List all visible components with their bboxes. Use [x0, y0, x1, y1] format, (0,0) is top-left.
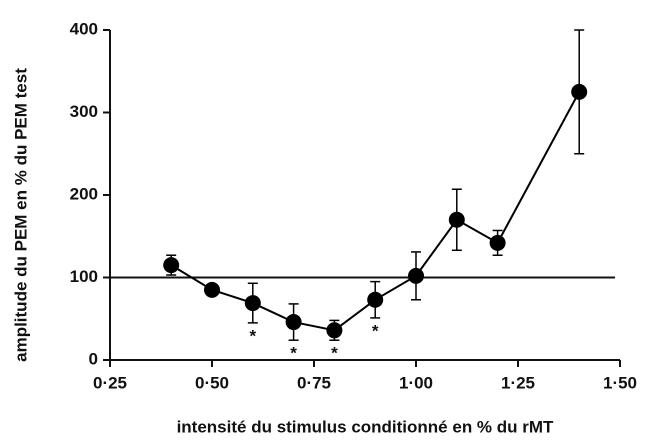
significance-marker: * — [331, 344, 338, 363]
significance-marker: * — [290, 344, 297, 363]
significance-marker: * — [372, 321, 379, 340]
data-point — [204, 281, 220, 298]
data-point — [571, 83, 588, 100]
data-point — [489, 234, 506, 251]
y-tick-label: 0 — [89, 349, 98, 368]
data-point — [408, 267, 424, 284]
data-point — [163, 257, 180, 274]
x-tick-label: 1·00 — [399, 373, 433, 392]
data-point — [285, 314, 302, 331]
x-tick-label: 0·25 — [93, 373, 127, 392]
data-point — [367, 291, 384, 308]
x-tick-label: 1·50 — [603, 373, 637, 392]
y-axis-label: amplitude du PEM en % du PEM test — [11, 68, 30, 362]
y-tick-label: 300 — [70, 102, 98, 121]
y-tick-label: 100 — [70, 267, 98, 286]
data-point — [244, 295, 261, 312]
y-tick-label: 200 — [70, 184, 98, 203]
y-tick-label: 400 — [70, 19, 98, 38]
significance-marker: * — [249, 326, 256, 345]
x-axis-label: intensité du stimulus conditionné en % d… — [177, 417, 554, 436]
x-tick-label: 1·25 — [501, 373, 535, 392]
x-tick-label: 0·50 — [195, 373, 229, 392]
data-point — [326, 322, 343, 339]
data-point — [448, 211, 465, 228]
x-tick-label: 0·75 — [297, 373, 331, 392]
data-line — [170, 91, 581, 332]
